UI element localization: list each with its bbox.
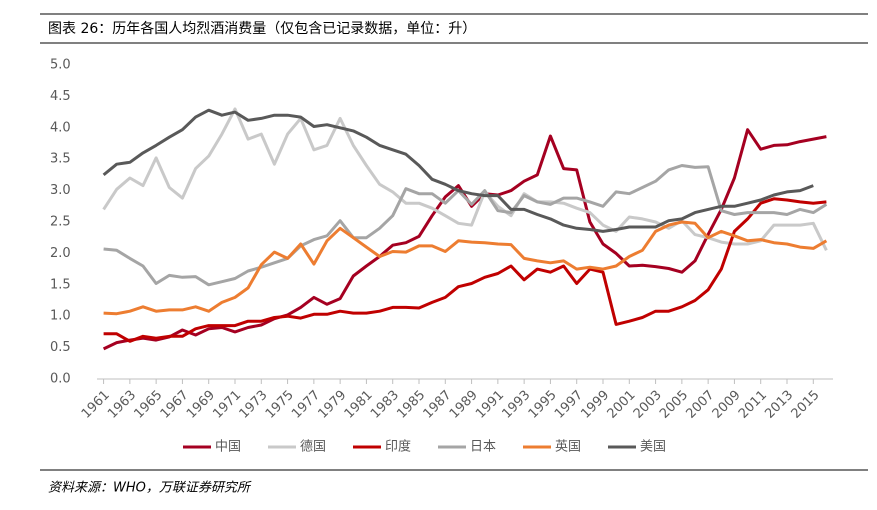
x-tick-label: 1969 [184,388,218,422]
series-line [102,108,814,233]
x-tick-label: 1989 [447,388,481,422]
x-tick-label: 1977 [289,388,323,422]
legend-label: 美国 [640,440,666,455]
legend-label: 印度 [385,439,411,455]
x-tick-label: 2009 [710,388,744,422]
y-tick-label: 2.5 [50,215,71,230]
x-tick-label: 1979 [315,388,349,422]
y-tick-label: 3.0 [50,183,71,198]
x-tick-label: 1963 [105,388,139,422]
legend-label: 德国 [300,440,326,455]
y-tick-label: 5.0 [50,58,71,73]
series-line [103,220,828,316]
y-tick-label: 1.5 [50,277,71,292]
y-tick-label: 1.0 [50,309,71,324]
x-tick-label: 2011 [736,388,770,422]
x-tick-label: 1975 [263,388,297,422]
x-tick-label: 1971 [210,388,244,422]
x-tick-label: 2015 [789,388,823,422]
x-tick-label: 2005 [657,388,691,422]
x-tick-label: 1985 [394,388,428,422]
series-line [102,128,827,351]
x-tick-label: 1987 [421,388,455,422]
y-tick-label: 0.0 [50,372,71,387]
x-tick-label: 2003 [631,388,665,422]
x-tick-label: 1999 [578,388,612,422]
y-tick-label: 3.5 [50,152,71,167]
x-tick-label: 1965 [131,388,165,422]
x-tick-label: 1973 [237,388,271,422]
y-tick-label: 4.0 [50,120,71,135]
x-tick-label: 1981 [342,388,376,422]
series-line [103,197,827,343]
x-tick-label: 1983 [368,388,402,422]
series-line [103,164,828,287]
series-line [102,107,828,251]
x-tick-label: 1995 [526,388,560,422]
x-tick-label: 1967 [158,388,192,422]
legend-label: 日本 [470,440,496,455]
y-tick-label: 2.0 [50,246,71,261]
chart-title: 图表 26：历年各国人均烈酒消费量（仅包含已记录数据，单位：升） [48,21,476,37]
legend-label: 中国 [215,440,241,455]
x-tick-label: 2007 [683,388,717,422]
y-tick-label: 0.5 [50,340,71,355]
source-note: 资料来源：WHO，万联证券研究所 [48,480,252,496]
x-tick-label: 2013 [762,388,796,422]
x-tick-label: 1997 [552,388,586,422]
x-tick-label: 1961 [79,388,113,422]
x-tick-label: 2001 [605,388,639,422]
legend-label: 英国 [555,440,581,455]
x-tick-label: 1993 [499,388,533,422]
y-tick-label: 4.5 [50,89,71,104]
x-tick-label: 1991 [473,388,507,422]
